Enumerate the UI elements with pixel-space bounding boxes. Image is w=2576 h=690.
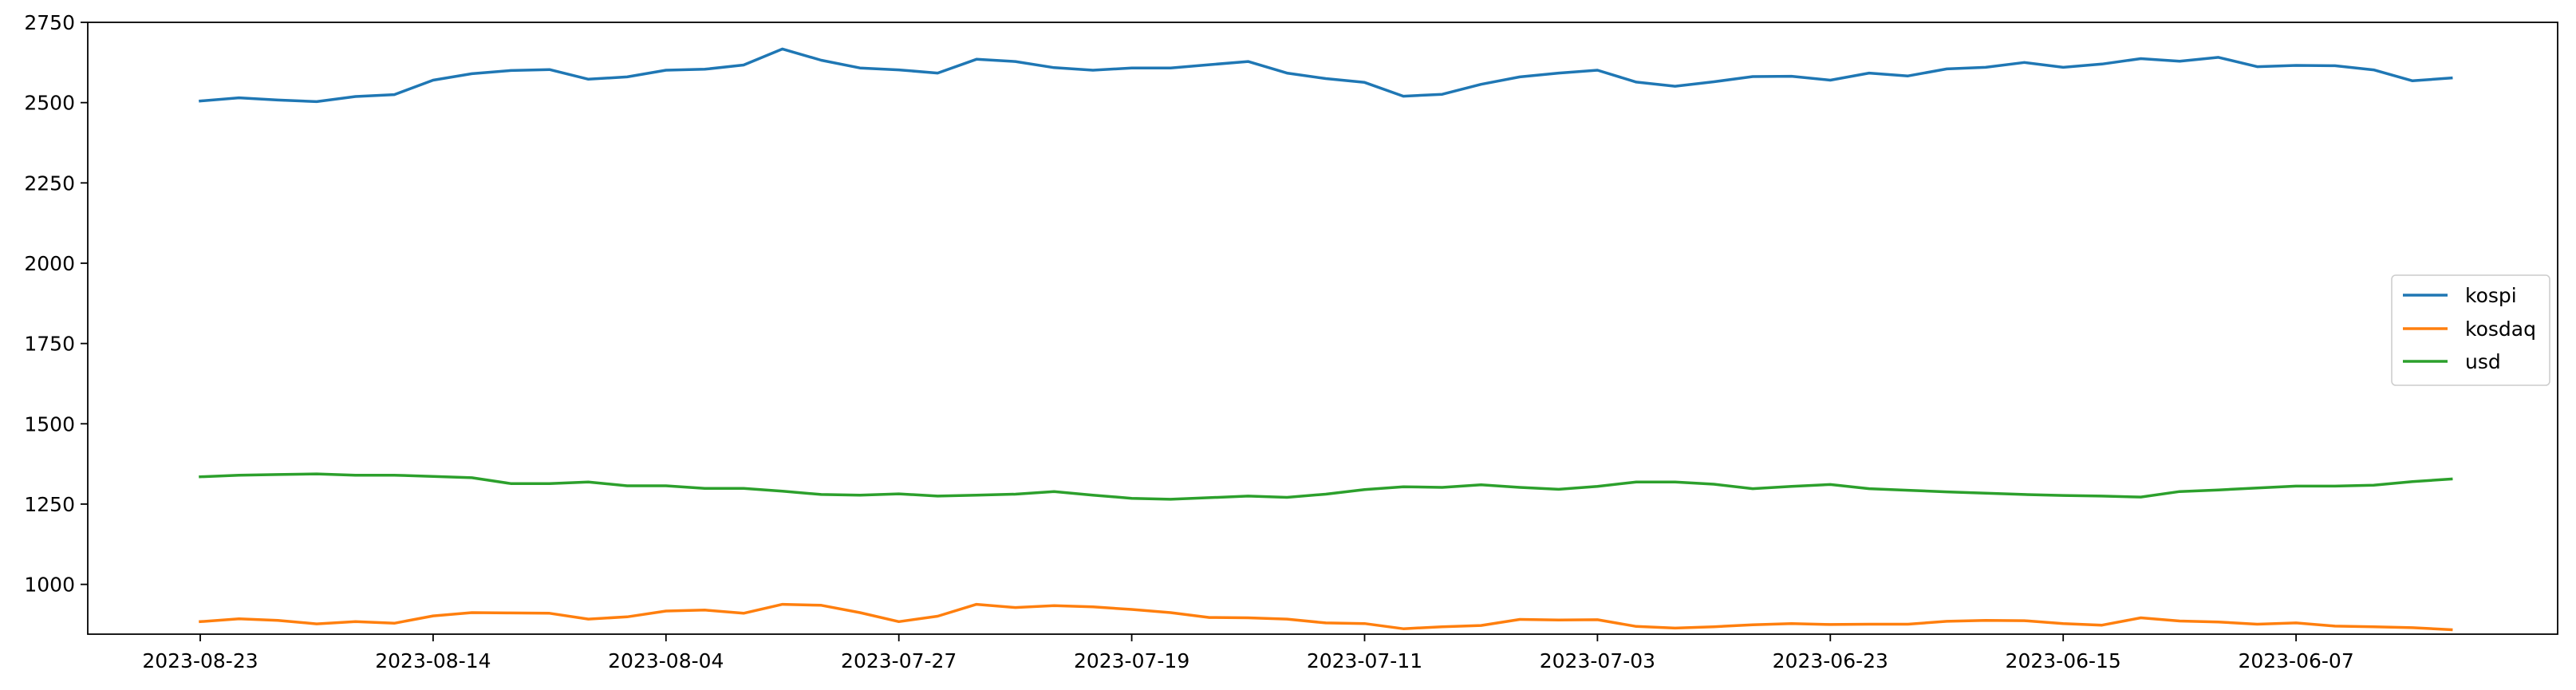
legend-kosdaq-label: kosdaq xyxy=(2465,317,2536,341)
legend: kospi kosdaq usd xyxy=(2391,274,2550,386)
x-tick-label: 2023-07-11 xyxy=(1307,649,1422,672)
plot-area xyxy=(199,47,2453,632)
y-tick-label: 1250 xyxy=(24,493,75,516)
legend-kospi-label: kospi xyxy=(2465,284,2517,307)
y-tick-label: 1000 xyxy=(24,574,75,597)
y-axis: 1000 1250 1500 1750 2000 2250 2500 2750 xyxy=(24,11,88,597)
y-tick-label: 1500 xyxy=(24,412,75,436)
series-line-kosdaq xyxy=(199,602,2453,632)
x-tick-label: 2023-06-23 xyxy=(1773,649,1888,672)
y-tick-label: 2500 xyxy=(24,92,75,115)
y-tick-label: 1750 xyxy=(24,333,75,356)
axes-frame xyxy=(87,22,2558,635)
legend-box xyxy=(2391,274,2550,386)
legend-usd-label: usd xyxy=(2465,350,2501,373)
x-tick-label: 2023-06-07 xyxy=(2238,649,2353,672)
x-tick-label: 2023-07-27 xyxy=(841,649,957,672)
x-tick-label: 2023-07-03 xyxy=(1540,649,1655,672)
x-tick-label: 2023-08-14 xyxy=(375,649,491,672)
x-tick-label: 2023-07-19 xyxy=(1074,649,1189,672)
series-line-usd xyxy=(199,472,2453,501)
series-line-kospi xyxy=(199,47,2453,104)
x-tick-label: 2023-08-04 xyxy=(608,649,724,672)
y-tick-label: 2250 xyxy=(24,172,75,195)
x-tick-label: 2023-08-23 xyxy=(142,649,258,672)
x-tick-label: 2023-06-15 xyxy=(2006,649,2121,672)
y-tick-label: 2750 xyxy=(24,11,75,34)
y-tick-label: 2000 xyxy=(24,252,75,275)
x-axis: 2023-08-23 2023-08-14 2023-08-04 2023-07-27… xyxy=(142,634,2354,672)
